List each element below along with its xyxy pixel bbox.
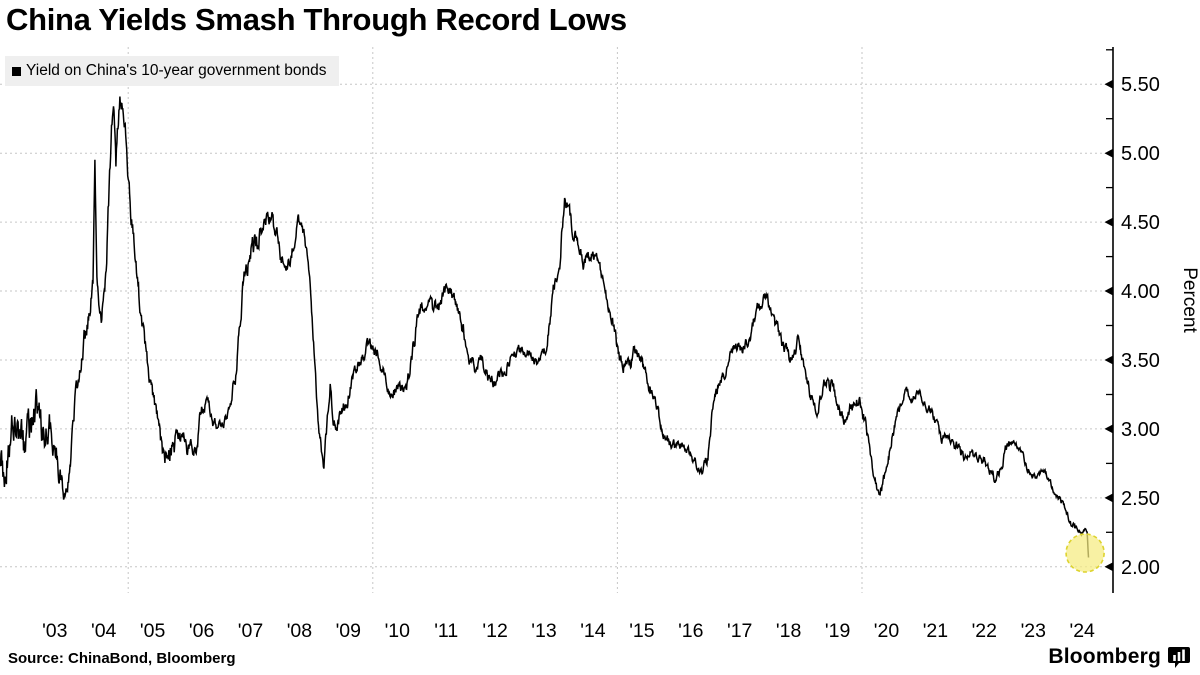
x-tick-label: '18 [776,620,801,642]
x-tick-label: '19 [825,620,850,642]
x-tick-label: '24 [1069,620,1095,642]
y-major-tick [1104,424,1113,434]
x-tick-label: '17 [727,620,752,642]
y-tick-label: 4.00 [1121,281,1160,303]
x-tick-label: '05 [140,620,166,642]
y-tick-label: 2.50 [1121,488,1160,510]
x-axis-labels: '03 '04 '05 '06 '07 '08 '09 '10 '11 '12 '13 '14 '15 '… [42,620,1095,642]
legend-swatch-icon [12,66,21,76]
y-major-tick [1104,355,1113,365]
legend: Yield on China's 10-year government bond… [5,56,339,86]
x-tick-label: '08 [287,620,312,642]
y-tick-label: 3.00 [1121,419,1160,441]
y-major-tick [1104,148,1113,158]
brand-name: Bloomberg [1048,645,1161,668]
x-tick-label: '14 [580,620,606,642]
y-axis-title: Percent [1179,267,1200,333]
x-tick-label: '11 [434,620,458,642]
x-tick-label: '06 [189,620,214,642]
y-major-tick [1104,79,1113,89]
legend-label: Yield on China's 10-year government bond… [26,62,327,79]
brand: Bloomberg [1048,645,1190,669]
x-tick-label: '09 [336,620,361,642]
y-axis: 2.00 2.50 3.00 3.50 4.00 4.50 5.00 5.50 [1104,47,1160,593]
x-tick-label: '22 [972,620,997,642]
x-tick-label: '13 [531,620,556,642]
x-tick-label: '20 [874,620,900,642]
y-tick-label: 5.50 [1121,74,1160,96]
y-tick-label: 5.00 [1121,143,1160,165]
page-title: China Yields Smash Through Record Lows [6,2,627,37]
y-major-tick [1104,562,1113,572]
x-tick-label: '03 [42,620,67,642]
bloomberg-logo-icon [1168,647,1190,668]
x-tick-label: '15 [629,620,655,642]
x-tick-label: '12 [482,620,507,642]
x-tick-label: '04 [91,620,117,642]
y-major-tick [1104,493,1113,503]
yield-series-line [0,96,1090,558]
y-tick-label: 2.00 [1121,557,1160,579]
y-tick-label: 3.50 [1121,350,1160,372]
x-tick-label: '07 [238,620,263,642]
x-tick-label: '21 [923,620,948,642]
y-tick-label: 4.50 [1121,212,1160,234]
x-tick-label: '23 [1021,620,1046,642]
y-major-tick [1104,217,1113,227]
record-low-highlight-circle [1065,533,1105,573]
y-major-tick [1104,286,1113,296]
x-tick-label: '16 [678,620,703,642]
source-text: Source: ChinaBond, Bloomberg [8,650,236,667]
x-tick-label: '10 [385,620,411,642]
gridlines [0,47,1113,593]
